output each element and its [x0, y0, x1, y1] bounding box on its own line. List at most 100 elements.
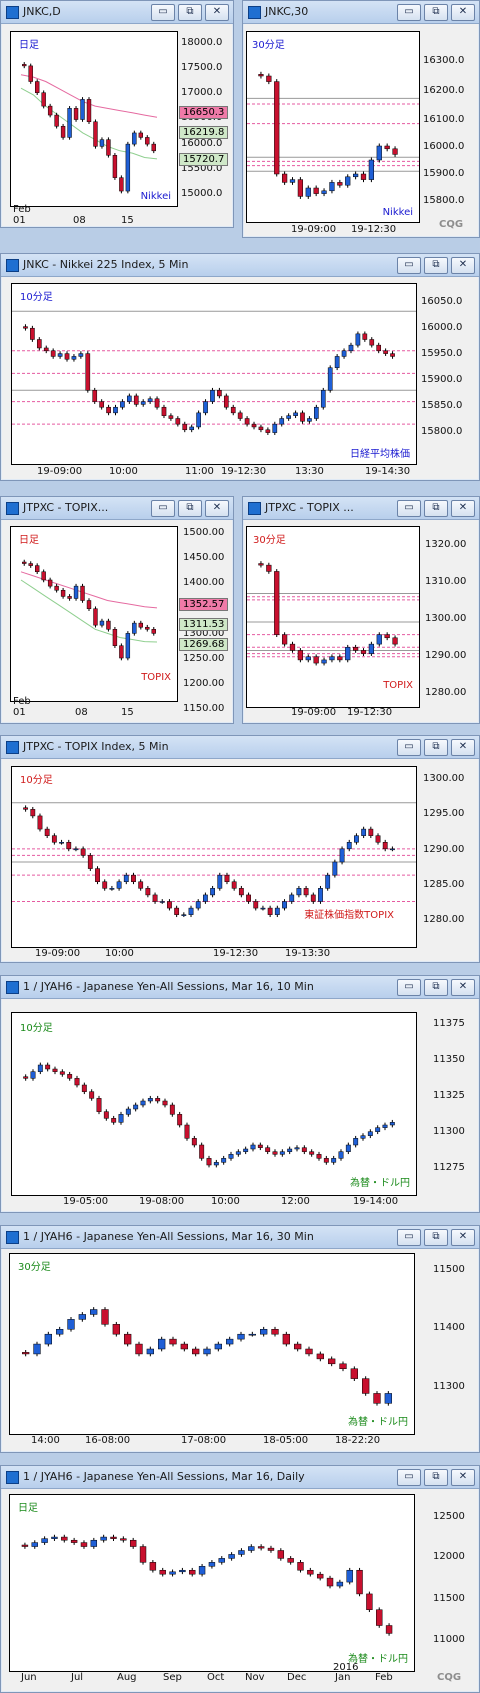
x-tick: 19-14:00 — [353, 1196, 399, 1207]
candle-body — [272, 1151, 278, 1155]
close-button[interactable]: ✕ — [205, 4, 229, 21]
candle-body — [218, 1558, 225, 1563]
title-bar[interactable]: JNKC,30 ▭ ⧉ ✕ — [243, 1, 479, 24]
close-button[interactable]: ✕ — [205, 500, 229, 517]
app-icon — [6, 502, 19, 515]
restore-button[interactable]: ⧉ — [424, 739, 448, 756]
close-button[interactable]: ✕ — [451, 739, 475, 756]
x-tick: 14:00 — [31, 1435, 60, 1446]
title-bar[interactable]: 1 / JYAH6 - Japanese Yen-All Sessions, M… — [1, 1226, 479, 1249]
y-tick: 1280.00 — [423, 914, 465, 925]
chart-window-yen-daily[interactable]: 1 / JYAH6 - Japanese Yen-All Sessions, M… — [0, 1465, 480, 1693]
close-button[interactable]: ✕ — [451, 500, 475, 517]
cqg-logo: CQG — [439, 219, 464, 230]
candle-body — [145, 626, 150, 630]
chart-window-topix-30min[interactable]: JTPXC - TOPIX ... ▭ ⧉ ✕ 30分足 TOPIX 1320.… — [242, 496, 480, 724]
close-button[interactable]: ✕ — [451, 1229, 475, 1246]
candle-body — [360, 1135, 366, 1139]
plot-area[interactable]: 日足 TOPIX — [10, 526, 178, 702]
minimize-button[interactable]: ▭ — [397, 500, 421, 517]
restore-button[interactable]: ⧉ — [178, 4, 202, 21]
candle-body — [140, 1100, 146, 1106]
chart-window-nikkei-5min[interactable]: JNKC - Nikkei 225 Index, 5 Min ▭ ⧉ ✕ 10分… — [0, 253, 480, 481]
restore-button[interactable]: ⧉ — [424, 1469, 448, 1486]
candle-body — [382, 1124, 388, 1128]
chart-window-nikkei-30min[interactable]: JNKC,30 ▭ ⧉ ✕ 30分足 Nikkei 16300.0 16200.… — [242, 0, 480, 238]
minimize-button[interactable]: ▭ — [397, 1229, 421, 1246]
candle-body — [265, 429, 271, 433]
restore-button[interactable]: ⧉ — [424, 257, 448, 274]
candle-body — [258, 74, 264, 77]
title-bar[interactable]: JNKC,D ▭ ⧉ ✕ — [1, 1, 233, 24]
candle-body — [61, 1536, 68, 1541]
candle-body — [73, 108, 79, 120]
x-tick: 19-05:00 — [63, 1196, 109, 1207]
minimize-button[interactable]: ▭ — [397, 257, 421, 274]
candle-body — [93, 121, 98, 147]
candle-body — [31, 1542, 38, 1547]
candle-body — [214, 1343, 222, 1350]
restore-button[interactable]: ⧉ — [178, 500, 202, 517]
candle-body — [337, 656, 343, 661]
close-button[interactable]: ✕ — [451, 257, 475, 274]
candle-body — [217, 390, 222, 397]
chart-window-topix-daily[interactable]: JTPXC - TOPIX... ▭ ⧉ ✕ 日足 TOPIX 1500.00 … — [0, 496, 234, 724]
candle-body — [120, 1538, 127, 1541]
candle-body — [54, 114, 59, 127]
candle-body — [86, 600, 92, 609]
candle-body — [147, 1098, 153, 1102]
y-tick: 11500 — [433, 1593, 465, 1604]
candle-body — [96, 1098, 102, 1112]
restore-button[interactable]: ⧉ — [424, 979, 448, 996]
title-bar[interactable]: JTPXC - TOPIX Index, 5 Min ▭ ⧉ ✕ — [1, 736, 479, 759]
candle-body — [154, 398, 160, 408]
minimize-button[interactable]: ▭ — [151, 500, 175, 517]
candle-body — [367, 1131, 373, 1136]
title-bar[interactable]: 1 / JYAH6 - Japanese Yen-All Sessions, M… — [1, 1466, 479, 1489]
candle-body — [235, 1151, 241, 1155]
chart-window-nikkei-daily[interactable]: JNKC,D ▭ ⧉ ✕ 日足 Nikkei 18000.0 17500.0 1… — [0, 0, 234, 228]
candle-body — [210, 390, 215, 402]
minimize-button[interactable]: ▭ — [397, 979, 421, 996]
restore-button[interactable]: ⧉ — [424, 1229, 448, 1246]
candle-body — [180, 1343, 188, 1350]
plot-area[interactable]: 30分足 為替・ドル円 — [9, 1253, 415, 1435]
title-bar[interactable]: JTPXC - TOPIX... ▭ ⧉ ✕ — [1, 497, 233, 520]
candle-body — [110, 1536, 117, 1539]
candle-body — [316, 1573, 324, 1579]
title-bar[interactable]: JTPXC - TOPIX ... ▭ ⧉ ✕ — [243, 497, 479, 520]
candle-body — [313, 656, 319, 664]
candle-body — [99, 620, 105, 626]
plot-area[interactable]: 10分足 為替・ドル円 — [11, 1012, 417, 1196]
candle-body — [103, 1111, 109, 1119]
minimize-button[interactable]: ▭ — [397, 739, 421, 756]
chart-window-yen-10min[interactable]: 1 / JYAH6 - Japanese Yen-All Sessions, M… — [0, 975, 480, 1213]
candle-body — [356, 1569, 363, 1595]
title-bar[interactable]: 1 / JYAH6 - Japanese Yen-All Sessions, M… — [1, 976, 479, 999]
candle-body — [310, 894, 316, 902]
plot-area[interactable]: 30分足 Nikkei — [246, 31, 420, 223]
plot-area[interactable]: 日足 Nikkei — [10, 31, 178, 207]
close-button[interactable]: ✕ — [451, 1469, 475, 1486]
chart-window-yen-30min[interactable]: 1 / JYAH6 - Japanese Yen-All Sessions, M… — [0, 1225, 480, 1453]
x-tick: 19-12:30 — [347, 707, 393, 718]
restore-button[interactable]: ⧉ — [424, 500, 448, 517]
plot-area[interactable]: 10分足 日経平均株価 — [11, 283, 417, 465]
title-bar[interactable]: JNKC - Nikkei 225 Index, 5 Min ▭ ⧉ ✕ — [1, 254, 479, 277]
chart-window-topix-5min[interactable]: JTPXC - TOPIX Index, 5 Min ▭ ⧉ ✕ 10分足 東証… — [0, 735, 480, 963]
price-tag-ma-lower: 15720.7 — [179, 153, 229, 166]
minimize-button[interactable]: ▭ — [397, 1469, 421, 1486]
y-tick: 11400 — [433, 1322, 465, 1333]
minimize-button[interactable]: ▭ — [397, 4, 421, 21]
candle-body — [226, 1338, 234, 1345]
restore-button[interactable]: ⧉ — [424, 4, 448, 21]
plot-area[interactable]: 30分足 TOPIX — [246, 526, 420, 708]
timeframe-label: 日足 — [18, 1503, 38, 1514]
close-button[interactable]: ✕ — [451, 4, 475, 21]
plot-area[interactable]: 日足 為替・ドル円 — [9, 1494, 415, 1672]
close-button[interactable]: ✕ — [451, 979, 475, 996]
plot-area[interactable]: 10分足 東証株価指数TOPIX — [11, 766, 417, 948]
minimize-button[interactable]: ▭ — [151, 4, 175, 21]
candle-body — [145, 137, 150, 145]
candle-body — [248, 1333, 256, 1336]
